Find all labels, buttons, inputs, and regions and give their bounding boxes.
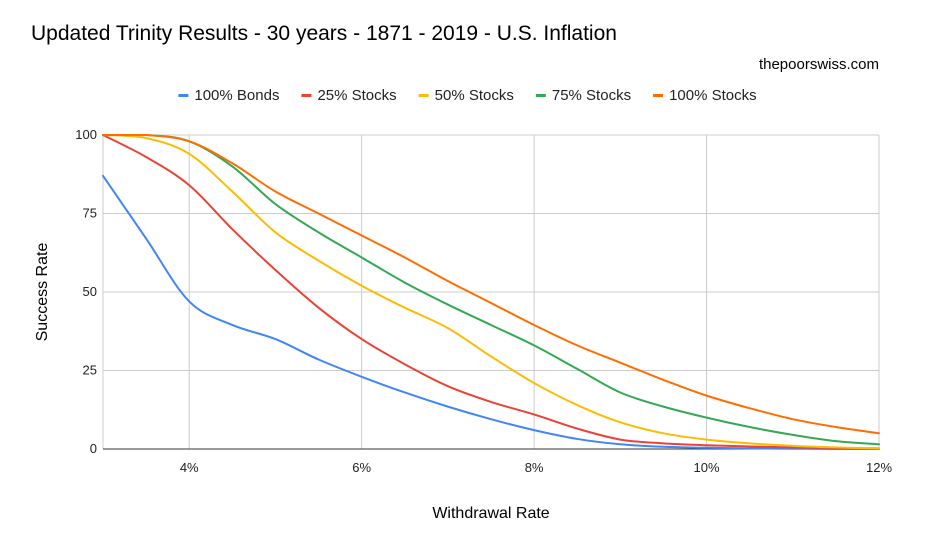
- x-tick-label: 12%: [866, 460, 892, 475]
- legend-item-100pct-stocks: 100% Stocks: [653, 87, 757, 104]
- legend-item-75pct-stocks: 75% Stocks: [535, 87, 631, 104]
- series-line-100pct-bonds: [102, 174, 880, 450]
- legend: 100% Bonds 25% Stocks 50% Stocks 75% Stocks…: [178, 87, 757, 104]
- series-line-75pct-stocks: [102, 134, 880, 446]
- legend-label: 100% Stocks: [669, 87, 757, 104]
- series-line-25pct-stocks: [102, 134, 880, 450]
- legend-item-50pct-stocks: 50% Stocks: [418, 87, 514, 104]
- x-tick-label: 6%: [352, 460, 371, 475]
- legend-swatch: [178, 94, 189, 97]
- legend-swatch: [418, 94, 429, 97]
- y-axis-title: Success Rate: [34, 243, 51, 342]
- y-axis-ticks: 0 25 50 75 100: [75, 127, 97, 456]
- series-lines: [102, 134, 880, 450]
- y-tick-label: 0: [90, 441, 97, 456]
- legend-label: 100% Bonds: [194, 87, 279, 104]
- y-tick-label: 100: [75, 127, 97, 142]
- x-tick-label: 10%: [694, 460, 720, 475]
- legend-item-25pct-stocks: 25% Stocks: [301, 87, 397, 104]
- chart-title: Updated Trinity Results - 30 years - 187…: [31, 22, 617, 45]
- legend-item-100pct-bonds: 100% Bonds: [178, 87, 279, 104]
- x-tick-label: 8%: [525, 460, 544, 475]
- watermark-text: thepoorswiss.com: [759, 56, 879, 73]
- series-line-50pct-stocks: [102, 134, 880, 450]
- y-tick-label: 75: [83, 206, 97, 221]
- legend-swatch: [301, 94, 312, 97]
- y-tick-label: 50: [83, 284, 97, 299]
- legend-label: 75% Stocks: [552, 87, 631, 104]
- legend-label: 50% Stocks: [435, 87, 514, 104]
- legend-swatch: [535, 94, 546, 97]
- y-tick-label: 25: [83, 363, 97, 378]
- x-axis-title: Withdrawal Rate: [432, 505, 549, 522]
- legend-label: 25% Stocks: [317, 87, 396, 104]
- x-axis-ticks: 4% 6% 8% 10% 12%: [180, 460, 893, 475]
- grid-lines: [102, 134, 880, 450]
- legend-swatch: [653, 94, 664, 97]
- series-line-100pct-stocks: [102, 134, 880, 435]
- x-tick-label: 4%: [180, 460, 199, 475]
